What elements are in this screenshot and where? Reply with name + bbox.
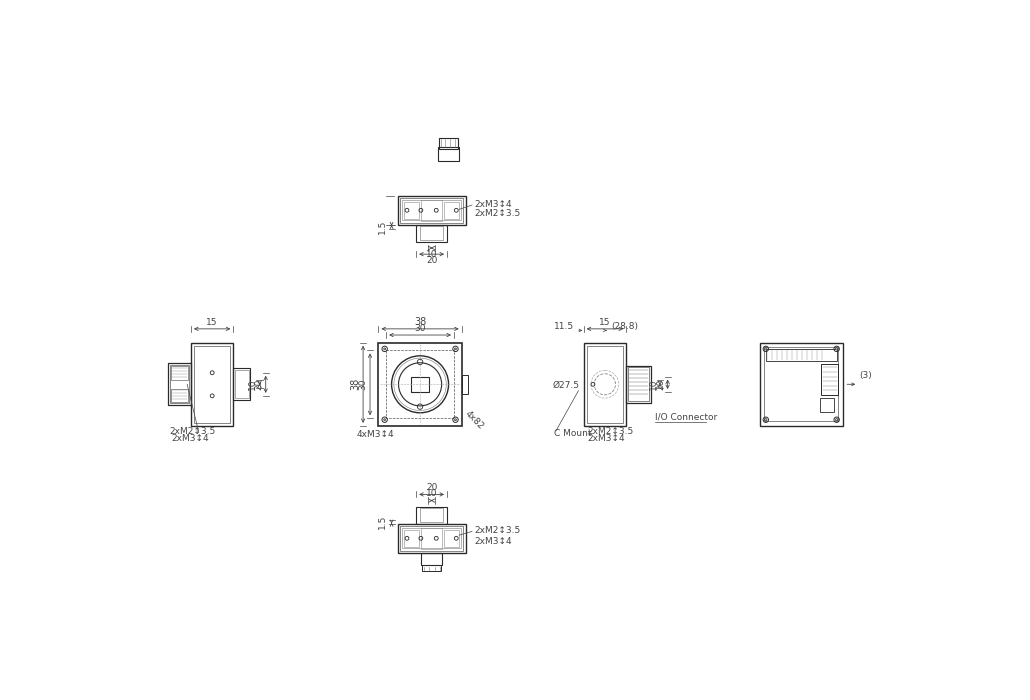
Circle shape — [835, 348, 837, 350]
Text: 15: 15 — [206, 318, 218, 326]
Text: 38: 38 — [351, 378, 360, 391]
Bar — [234, 368, 250, 400]
Bar — [626, 366, 651, 402]
Bar — [404, 202, 419, 218]
Text: C Mount: C Mount — [554, 429, 592, 438]
Bar — [235, 370, 249, 398]
Text: (3): (3) — [860, 371, 872, 380]
Bar — [194, 346, 231, 423]
Text: 2xM2↕3.5: 2xM2↕3.5 — [587, 426, 633, 435]
Bar — [400, 198, 464, 223]
Text: Ø27.5: Ø27.5 — [553, 381, 580, 390]
Text: 2xM2↕3.5: 2xM2↕3.5 — [475, 209, 521, 218]
Bar — [168, 363, 191, 405]
Text: 2xM3↕4: 2xM3↕4 — [587, 434, 625, 443]
Bar — [398, 195, 466, 225]
Bar — [821, 364, 838, 395]
Bar — [398, 524, 466, 553]
Text: 20: 20 — [656, 379, 665, 390]
Text: 38: 38 — [414, 316, 426, 326]
Bar — [420, 508, 443, 522]
Circle shape — [764, 348, 767, 350]
Circle shape — [454, 419, 456, 421]
Bar — [171, 389, 187, 402]
Text: 10: 10 — [425, 489, 438, 498]
Bar — [421, 553, 443, 566]
Text: 4xM3↕4: 4xM3↕4 — [357, 430, 394, 439]
Text: 2xM3↕4: 2xM3↕4 — [475, 537, 512, 546]
Text: 10: 10 — [649, 379, 657, 390]
Bar — [403, 200, 460, 220]
Text: 20: 20 — [254, 379, 264, 390]
Bar — [587, 346, 623, 423]
Bar — [416, 225, 447, 242]
Bar — [378, 343, 461, 426]
Bar — [403, 528, 460, 548]
Bar — [444, 202, 459, 218]
Bar — [461, 375, 468, 393]
Bar — [444, 530, 459, 547]
Bar — [170, 365, 188, 403]
Text: 30: 30 — [358, 379, 368, 390]
Bar — [404, 530, 419, 547]
Text: 20: 20 — [426, 256, 438, 265]
Bar — [438, 147, 459, 161]
Bar — [765, 349, 836, 361]
Text: 2xM3↕4: 2xM3↕4 — [475, 199, 512, 209]
Circle shape — [835, 419, 837, 421]
Text: 11.5: 11.5 — [554, 322, 575, 331]
Bar — [420, 227, 443, 240]
Text: 4x82: 4x82 — [464, 409, 485, 431]
Bar — [421, 528, 443, 549]
Bar — [400, 526, 464, 551]
Bar — [820, 398, 833, 412]
Text: 2xM2↕3.5: 2xM2↕3.5 — [170, 426, 215, 435]
Text: 2xM3↕4: 2xM3↕4 — [172, 434, 209, 443]
Text: 30: 30 — [414, 323, 425, 332]
Bar — [421, 199, 443, 221]
Bar — [171, 366, 187, 380]
Text: I/O Connector: I/O Connector — [654, 413, 717, 421]
Bar — [440, 138, 457, 148]
Bar — [191, 343, 234, 426]
Bar — [584, 343, 626, 426]
Bar — [760, 343, 843, 426]
Text: 10: 10 — [248, 379, 258, 390]
Circle shape — [764, 419, 767, 421]
Bar — [422, 566, 441, 571]
Text: 1.5: 1.5 — [378, 220, 387, 234]
Text: (28.8): (28.8) — [611, 322, 638, 331]
Bar — [386, 351, 454, 418]
Text: 1.5: 1.5 — [378, 514, 387, 529]
Circle shape — [454, 348, 456, 350]
Text: 15: 15 — [599, 318, 611, 326]
Text: 2xM2↕3.5: 2xM2↕3.5 — [475, 526, 521, 535]
Text: 10: 10 — [425, 251, 438, 259]
Bar — [764, 347, 838, 421]
Text: 20: 20 — [426, 483, 438, 492]
Bar — [416, 507, 447, 524]
Bar — [627, 368, 649, 401]
Circle shape — [384, 348, 385, 350]
Bar — [411, 377, 430, 392]
Circle shape — [384, 419, 385, 421]
